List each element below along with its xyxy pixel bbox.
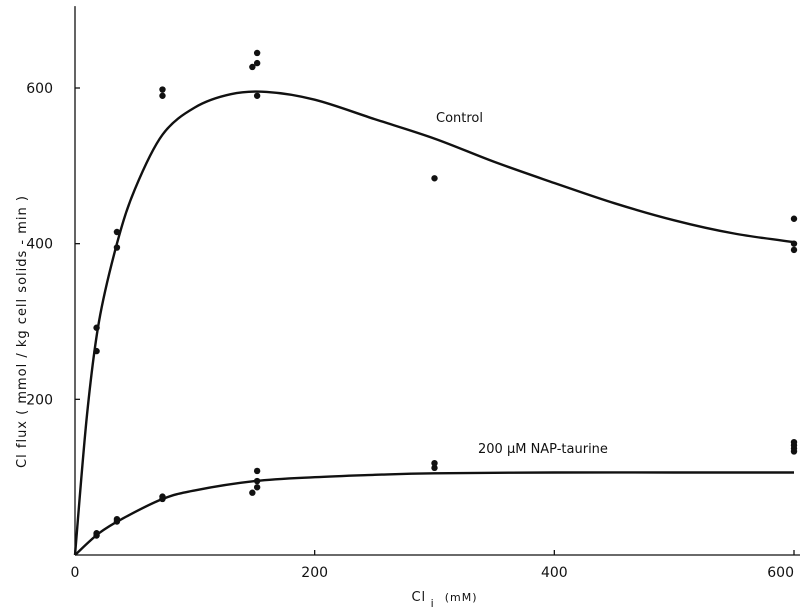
series-nap-taurine-curve — [74, 471, 794, 556]
series-label-control: Control — [436, 111, 483, 126]
series-control-point — [431, 175, 438, 182]
series-control-point — [253, 49, 261, 57]
curves — [73, 90, 795, 556]
series-nap-taurine-point — [431, 459, 438, 467]
y-tick-label: 400 — [26, 237, 53, 253]
x-tick-label: 0 — [71, 565, 80, 581]
series-control-point — [249, 63, 256, 71]
series-nap-taurine-point — [253, 467, 261, 475]
series-control-point — [113, 244, 121, 251]
series-nap-taurine-point — [790, 438, 798, 446]
labels: 0 200 400 600 200 400 600 Cl i (mM) Cl flux ( mmo… — [15, 81, 794, 607]
series-nap-taurine-point — [253, 484, 261, 491]
y-tick-label: 200 — [26, 392, 53, 408]
series-nap-taurine-point — [93, 530, 100, 537]
x-tick-label: 400 — [541, 565, 568, 581]
x-tick-label: 600 — [767, 565, 794, 581]
series-control-point — [113, 228, 121, 236]
series-nap-taurine-point — [253, 477, 261, 485]
series-nap-taurine-point — [159, 493, 166, 500]
y-tick-label: 600 — [26, 81, 53, 97]
series-control-point — [93, 347, 100, 355]
x-tick-label: 200 — [301, 565, 328, 581]
series-control-point — [159, 92, 166, 99]
series-nap-taurine-point — [249, 489, 256, 496]
points — [93, 49, 798, 539]
series-label-nap-taurine: 200 μM NAP-taurine — [478, 442, 608, 457]
series-control-point — [253, 92, 261, 99]
series-nap-taurine-point — [113, 515, 121, 523]
y-axis-title: Cl flux ( mmol / kg cell solids - min ) — [15, 195, 30, 468]
series-control-point — [790, 246, 798, 254]
series-control-point — [790, 215, 798, 222]
series-control-point — [790, 240, 798, 247]
axes — [74, 6, 800, 556]
series-nap-taurine-point — [431, 464, 438, 472]
series-control-point — [93, 324, 100, 331]
series-control-curve — [73, 90, 795, 556]
x-axis-title: Cl i (mM) — [411, 590, 477, 607]
series-control-point — [159, 86, 166, 93]
series-control-point — [253, 59, 261, 67]
